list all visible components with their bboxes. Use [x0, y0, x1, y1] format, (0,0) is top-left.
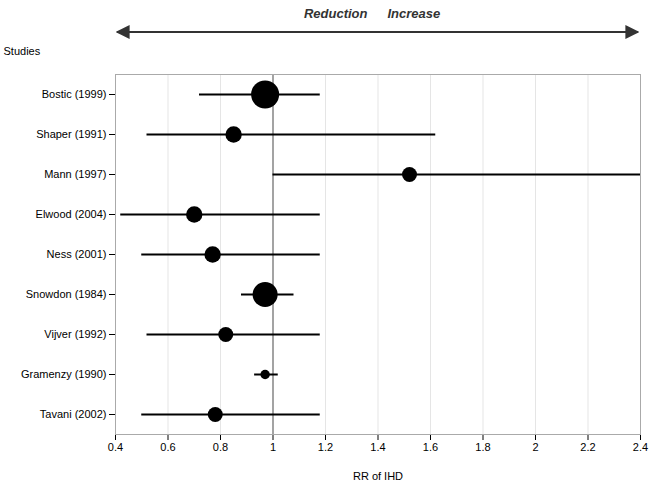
- svg-text:1.8: 1.8: [475, 441, 490, 453]
- svg-text:Tavani (2002): Tavani (2002): [40, 408, 107, 420]
- svg-text:2: 2: [532, 441, 538, 453]
- svg-text:Reduction: Reduction: [304, 6, 368, 21]
- svg-text:1: 1: [270, 441, 276, 453]
- svg-text:Gramenzy (1990): Gramenzy (1990): [21, 368, 107, 380]
- svg-text:Mann (1997): Mann (1997): [44, 168, 106, 180]
- svg-text:Studies: Studies: [4, 45, 41, 57]
- svg-text:0.8: 0.8: [213, 441, 228, 453]
- svg-text:Snowdon (1984): Snowdon (1984): [26, 288, 107, 300]
- svg-text:0.4: 0.4: [108, 441, 123, 453]
- svg-text:2.2: 2.2: [580, 441, 595, 453]
- svg-text:RR of IHD: RR of IHD: [353, 470, 403, 482]
- svg-text:1.2: 1.2: [318, 441, 333, 453]
- svg-text:0.6: 0.6: [160, 441, 175, 453]
- svg-text:Elwood (2004): Elwood (2004): [36, 208, 107, 220]
- svg-text:1.6: 1.6: [423, 441, 438, 453]
- svg-text:Vijver (1992): Vijver (1992): [44, 328, 106, 340]
- svg-text:Ness (2001): Ness (2001): [47, 248, 107, 260]
- svg-text:2.4: 2.4: [633, 441, 648, 453]
- svg-text:Shaper (1991): Shaper (1991): [36, 128, 106, 140]
- svg-text:Increase: Increase: [388, 6, 441, 21]
- svg-text:1.4: 1.4: [370, 441, 385, 453]
- svg-text:Bostic (1999): Bostic (1999): [42, 88, 107, 100]
